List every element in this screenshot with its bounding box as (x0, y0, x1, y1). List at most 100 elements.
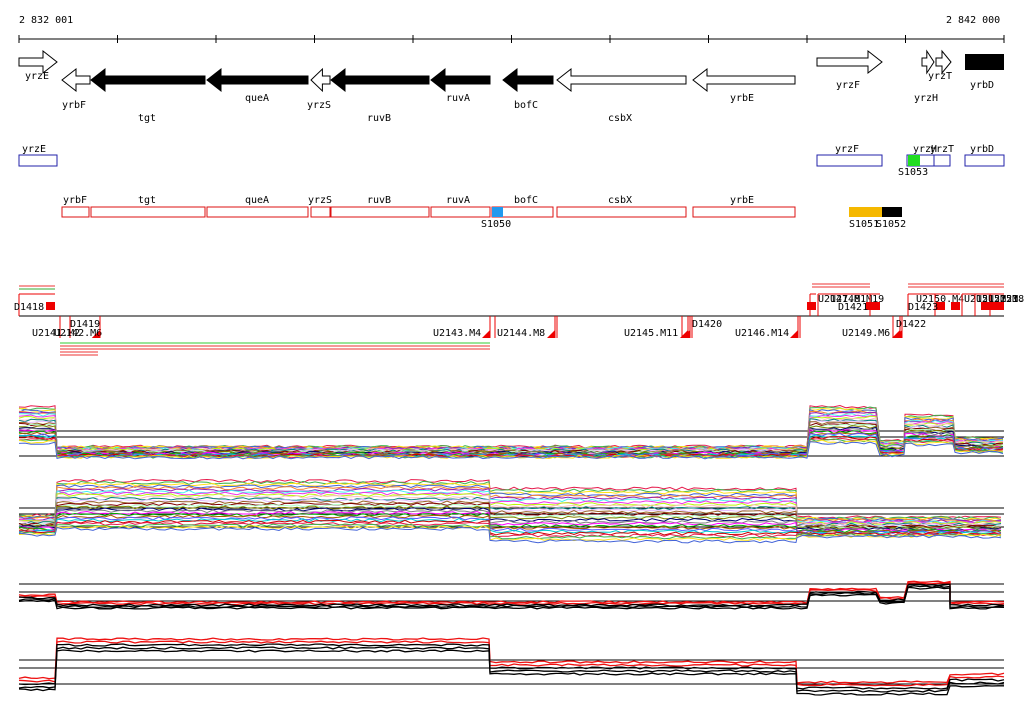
expression-trace (18, 584, 1005, 609)
expression-trace (18, 643, 1005, 690)
feature-S1050 (492, 207, 503, 217)
segment-label-U2148.M19: U2148.M19 (830, 294, 884, 305)
gene-arrow-yrzS (310, 67, 331, 93)
expression-trace (18, 410, 1004, 451)
segment-marker-U2143.M4 (482, 330, 490, 338)
segment-marker-U2150.M4 (951, 302, 960, 310)
expression-trace (19, 496, 1002, 527)
coordinate-ruler: 2 832 001 2 842 000 (18, 15, 1005, 43)
expression-trace (18, 649, 1004, 696)
gene-label-yrbD: yrbD (970, 80, 994, 91)
segment-label-U2145.M11: U2145.M11 (624, 328, 678, 339)
segment-label-U2149.M6: U2149.M6 (842, 328, 890, 339)
segment-marker-U2144.M8 (547, 330, 555, 338)
gene-track: yrzE yrbF tgt queA yrzS ruvB ruvA bofC csbX yrbE y… (18, 49, 1004, 124)
feature-label-S1051: S1051 (849, 219, 879, 230)
expression-trace (18, 580, 1005, 604)
gene-arrow-yrbD (965, 54, 1004, 70)
segment-label-D1418: D1418 (14, 302, 44, 313)
gene-arrow-bofC (502, 67, 554, 93)
expression-trace (19, 487, 1002, 523)
expression-trace (18, 435, 1004, 458)
segment-label-D1421: D1421 (838, 302, 868, 313)
segment-marker-D1420 (682, 330, 690, 338)
gene-label-yrzT: yrzT (928, 71, 952, 82)
plus-label-yrzE: yrzE (22, 144, 46, 155)
segment-label-U2142.M6: U2142.M6 (54, 328, 102, 339)
segment-label-D1422: D1422 (896, 319, 926, 330)
minus-box-yrbE (692, 206, 796, 218)
gene-arrow-yrbE (692, 67, 796, 93)
minus-box-yrzS (310, 206, 331, 218)
gene-label-ruvA: ruvA (446, 93, 470, 104)
expression-trace (18, 586, 1005, 610)
feature-S1051 (849, 207, 882, 217)
gene-arrow-yrzH (921, 49, 935, 75)
expression-trace (18, 482, 1002, 521)
end-coordinate: 2 842 000 (946, 15, 1000, 26)
segment-label-U2150.M4: U2150.M4 (916, 294, 964, 305)
minus-box-tgt (90, 206, 206, 218)
plus-label-yrzF: yrzF (835, 144, 859, 155)
minus-box-yrbF (61, 206, 90, 218)
expression-trace (18, 404, 1004, 449)
minus-label-ruvB: ruvB (367, 195, 391, 206)
gene-label-tgt: tgt (138, 113, 156, 124)
expression-panels (18, 404, 1005, 696)
minus-label-yrbF: yrbF (63, 195, 87, 206)
segment-marker-U2153.M21 (995, 302, 1004, 310)
gene-label-csbX: csbX (608, 113, 632, 124)
gene-arrow-yrbF (61, 67, 91, 93)
gene-label-yrbF: yrbF (62, 100, 86, 111)
segment-marker-U2142.M6 (92, 330, 100, 338)
minus-label-tgt: tgt (138, 195, 156, 206)
gene-label-ruvB: ruvB (367, 113, 391, 124)
segment-label-D1420: D1420 (692, 319, 722, 330)
segment-marker-D1418 (46, 302, 55, 310)
segment-label-U2143.M4: U2143.M4 (433, 328, 481, 339)
minus-label-queA: queA (245, 195, 269, 206)
feature-S1053 (908, 155, 920, 166)
feature-label-S1052: S1052 (876, 219, 906, 230)
gene-arrow-yrzT (935, 49, 952, 75)
plus-label-yrbD: yrbD (970, 144, 994, 155)
expression-trace (18, 503, 1002, 530)
gene-arrow-ruvB (330, 67, 430, 93)
expression-trace (18, 491, 1002, 525)
segment-label-D1419: D1419 (70, 319, 100, 330)
segment-label-U2153.M21: U2153.M21 (988, 294, 1024, 305)
expression-trace (18, 646, 1005, 693)
segment-marker-U2146.M14 (790, 330, 798, 338)
expression-trace (18, 437, 1004, 459)
segment-label-U2141.M2: U2141.M2 (32, 328, 80, 339)
gene-arrow-ruvA (430, 67, 491, 93)
gene-arrow-csbX (556, 67, 687, 93)
start-coordinate: 2 832 001 (19, 15, 73, 26)
expression-trace (18, 582, 1005, 606)
gene-label-bofC: bofC (514, 100, 538, 111)
segment-marker-D1421 (871, 302, 880, 310)
minus-label-yrbE: yrbE (730, 195, 754, 206)
plus-box-yrbD (964, 154, 1005, 167)
gene-label-yrzF: yrzF (836, 80, 860, 91)
expression-trace (18, 441, 1004, 460)
expression-trace (18, 514, 1002, 534)
segment-label-U2146.M14: U2146.M14 (735, 328, 789, 339)
expression-trace (18, 423, 1004, 455)
minus-annotation-track: yrbF tgt queA yrzS ruvB ruvA bofC csbX yrbE (61, 195, 796, 218)
expression-trace (18, 526, 1002, 544)
gene-arrow-queA (206, 67, 309, 93)
gene-arrow-yrzF (816, 49, 883, 75)
segment-marker-D1422 (894, 330, 902, 338)
minus-box-ruvB (330, 206, 430, 218)
expression-trace (18, 413, 1004, 452)
feature-S1052 (882, 207, 902, 217)
segment-marker-D1423 (936, 302, 945, 310)
gene-label-yrzH: yrzH (914, 93, 938, 104)
gene-arrow-yrzE (18, 49, 58, 75)
expression-trace (18, 521, 1002, 538)
